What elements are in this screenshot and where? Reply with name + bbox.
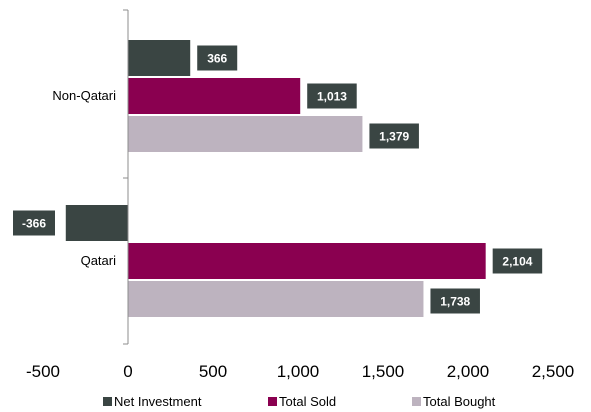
data-label-box — [307, 83, 357, 109]
data-label: -366 — [22, 217, 46, 231]
data-label-box — [197, 45, 238, 71]
x-tick-label: 1,500 — [362, 362, 405, 381]
legend-swatch — [268, 397, 277, 406]
data-label-box — [430, 288, 480, 314]
legend-label: Total Sold — [279, 394, 336, 409]
data-label: 1,013 — [317, 90, 347, 104]
legend-label: Net Investment — [114, 394, 202, 409]
data-label-box — [492, 248, 543, 274]
x-tick-label: 0 — [123, 362, 132, 381]
axes-layer: Non-Qatari Qatari -500 0 500 1,000 1,500 2,000 2… — [26, 9, 575, 381]
data-label-box — [13, 210, 55, 236]
data-labels-layer: 366 1,013 1,379 -366 2,104 1,738 — [13, 45, 543, 314]
legend-swatch — [103, 397, 112, 406]
bar-net-investment-non-qatari — [128, 40, 191, 76]
bar-total-sold-qatari — [128, 243, 486, 279]
x-tick-label: -500 — [26, 362, 60, 381]
bar-total-bought-qatari — [128, 281, 424, 317]
bar-net-investment-qatari — [65, 205, 128, 241]
data-label: 1,738 — [440, 295, 470, 309]
legend-label: Total Bought — [423, 394, 496, 409]
legend-swatch — [412, 397, 421, 406]
x-tick-label: 2,000 — [447, 362, 490, 381]
data-label: 2,104 — [502, 255, 532, 269]
data-label-box — [369, 123, 419, 149]
x-tick-label: 500 — [199, 362, 227, 381]
category-label: Qatari — [81, 253, 117, 268]
category-label: Non-Qatari — [52, 88, 116, 103]
bars-layer — [65, 40, 486, 317]
x-tick-label: 1,000 — [277, 362, 320, 381]
bar-total-sold-non-qatari — [128, 78, 301, 114]
x-tick-label: 2,500 — [532, 362, 575, 381]
data-label: 1,379 — [379, 130, 409, 144]
bar-total-bought-non-qatari — [128, 116, 363, 152]
data-label: 366 — [207, 52, 227, 66]
legend: Net Investment Total Sold Total Bought — [103, 394, 496, 409]
